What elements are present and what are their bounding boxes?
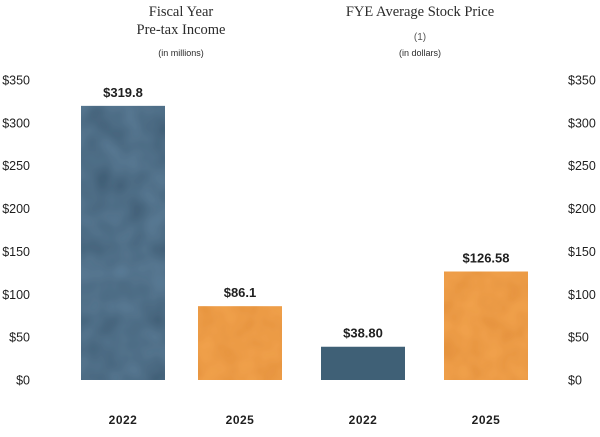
right-bar-2022 (321, 346, 405, 380)
left-y-tick-label: $300 (2, 116, 30, 130)
right-category-label-2025: 2025 (472, 413, 501, 427)
right-y-tick-label: $300 (568, 116, 596, 130)
left-bar-2022 (81, 105, 165, 380)
left-data-label-2025: $86.1 (224, 285, 257, 300)
right-data-label-2022: $38.80 (343, 326, 383, 341)
left-chart-title-line1: Fiscal Year (149, 4, 214, 20)
left-category-label-2022: 2022 (109, 413, 138, 427)
left-data-label-2022: $319.8 (103, 85, 143, 100)
left-y-tick-label: $150 (2, 245, 30, 259)
left-category-label-2025: 2025 (226, 413, 255, 427)
left-y-tick-label: $50 (9, 331, 30, 345)
right-data-label-2025: $126.58 (463, 251, 510, 266)
left-y-tick-label: $200 (2, 202, 30, 216)
right-y-tick-label: $150 (568, 245, 596, 259)
right-y-tick-label: $0 (568, 374, 582, 388)
right-bar-2025 (444, 271, 528, 380)
right-chart-title: FYE Average Stock Price (346, 4, 494, 20)
right-y-tick-label: $250 (568, 159, 596, 173)
right-y-tick-label: $350 (568, 74, 596, 88)
left-y-tick-label: $250 (2, 159, 30, 173)
left-bar-2025 (198, 306, 282, 380)
right-y-tick-label: $200 (568, 202, 596, 216)
right-y-tick-label: $50 (568, 331, 589, 345)
left-chart-subtitle: (in millions) (158, 48, 204, 58)
right-chart-footnote-ref: (1) (414, 32, 426, 43)
left-y-tick-label: $350 (2, 74, 30, 88)
right-y-tick-label: $100 (568, 288, 596, 302)
left-y-tick-label: $0 (16, 374, 30, 388)
chart-marks: $0 $50 $100 $150 $200 $250 $300 $350 $319.8 2022 $… (2, 74, 596, 428)
left-chart-title-line2: Pre-tax Income (137, 22, 226, 38)
left-y-tick-label: $100 (2, 288, 30, 302)
right-chart-subtitle: (in dollars) (399, 48, 441, 58)
right-category-label-2022: 2022 (349, 413, 378, 427)
